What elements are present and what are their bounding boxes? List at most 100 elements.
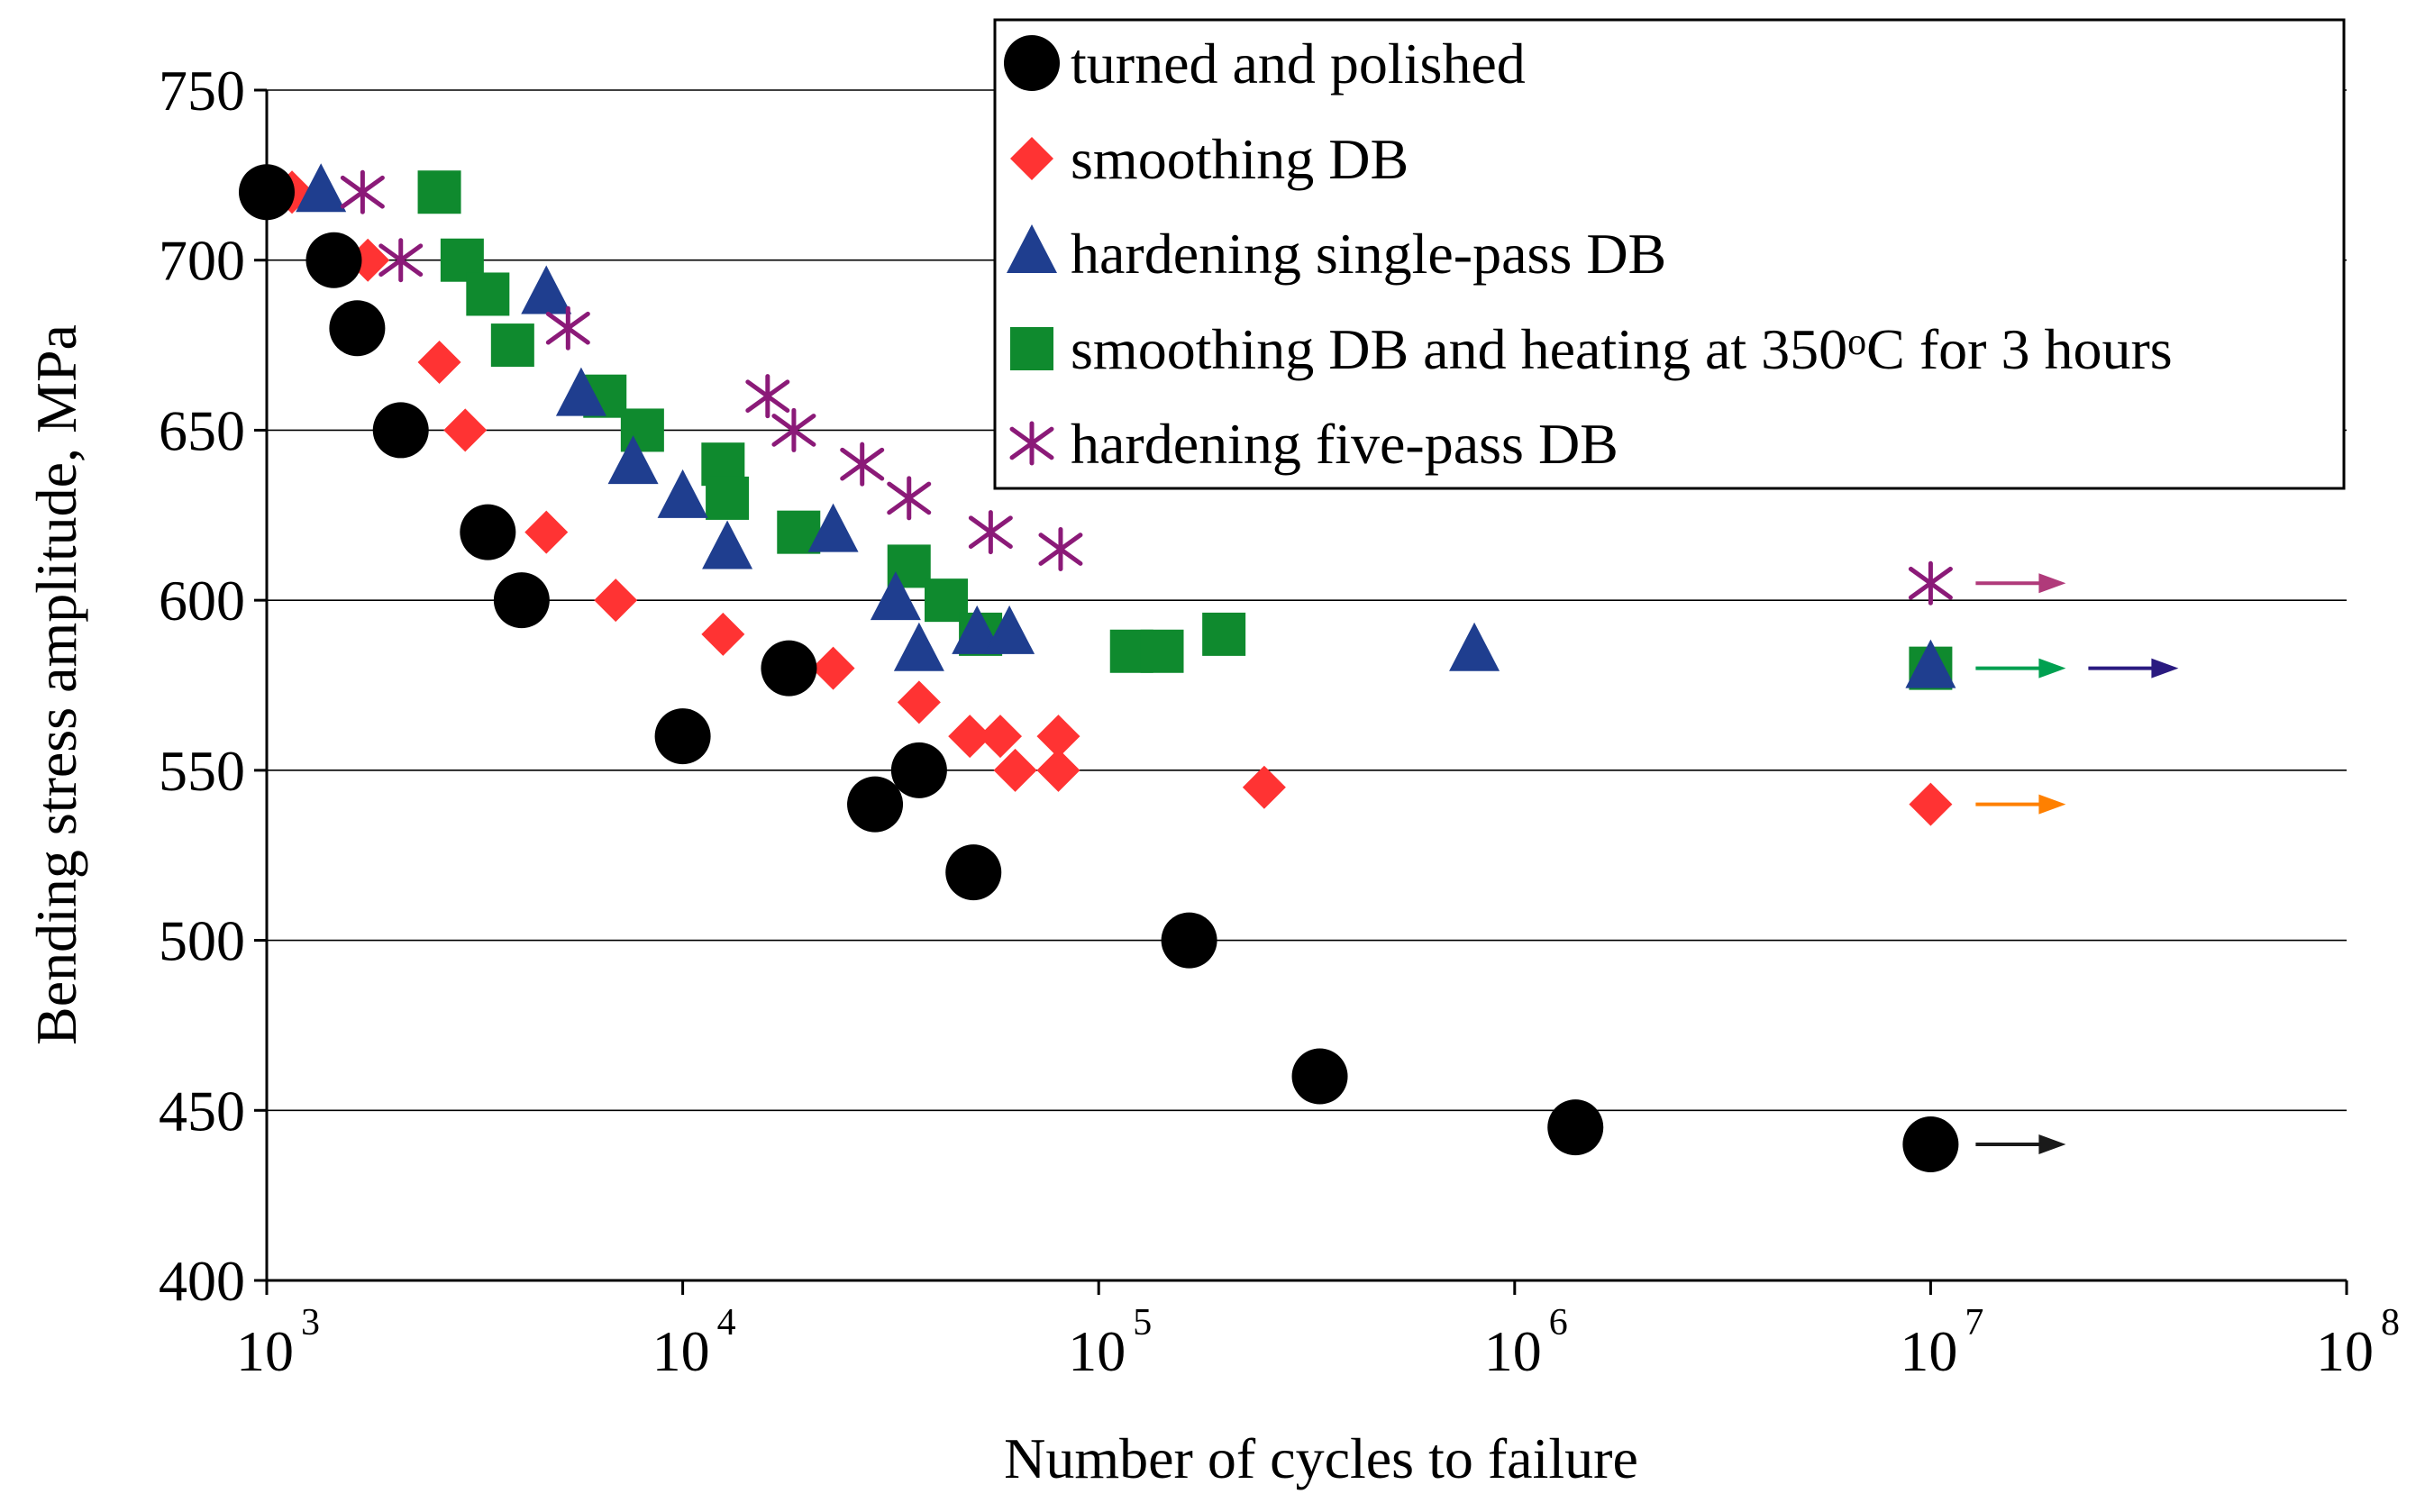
data-point-triangle — [1449, 622, 1500, 671]
data-point-star — [545, 305, 590, 351]
data-point-diamond — [1036, 748, 1080, 792]
data-point-triangle — [893, 622, 944, 671]
y-axis-title: Bending stress amplitude, MPa — [24, 324, 88, 1045]
data-point-circle — [239, 164, 295, 221]
data-point-circle — [890, 742, 947, 798]
runout-arrow — [1975, 794, 2066, 815]
data-point-star — [745, 374, 790, 419]
data-point-triangle — [952, 605, 1003, 654]
y-tick-label: 500 — [159, 909, 245, 973]
data-point-star — [771, 407, 816, 452]
arrow-head — [2151, 658, 2179, 679]
star-stroke — [840, 447, 885, 481]
y-tick-label: 700 — [159, 229, 245, 293]
legend-entry-diamond: smoothing DB — [1010, 127, 1409, 191]
data-point-circle — [1902, 1116, 1959, 1173]
legend: turned and polished smoothing DB hardening… — [993, 18, 2346, 490]
data-point-square — [620, 408, 664, 452]
x-tick-label: 10 7 — [1900, 1302, 1983, 1383]
data-point-star — [968, 510, 1013, 555]
data-point-circle — [493, 572, 550, 629]
data-point-diamond — [897, 680, 941, 724]
legend-entry-circle: turned and polished — [1004, 32, 1526, 96]
runout-arrow — [1975, 658, 2066, 679]
x-tick-exponent: 6 — [1549, 1302, 1568, 1343]
data-point-diamond — [1036, 715, 1080, 759]
y-tick-label: 400 — [159, 1249, 245, 1313]
data-point-diamond — [1909, 782, 1953, 826]
x-tick-label: 10 6 — [1484, 1302, 1568, 1383]
arrow-head — [2038, 794, 2066, 815]
y-tick-label: 750 — [159, 59, 245, 123]
x-tick-base: 10 — [1900, 1319, 1957, 1383]
x-tick-base: 10 — [652, 1319, 710, 1383]
legend-entry-triangle: hardening single-pass DB — [1007, 222, 1666, 286]
series-star — [340, 169, 1953, 606]
arrow-head — [2038, 573, 2066, 594]
data-point-circle — [761, 640, 817, 697]
data-point-diamond — [701, 612, 745, 656]
data-point-circle — [305, 232, 362, 288]
runout-arrow — [2088, 658, 2179, 679]
data-point-square — [706, 476, 750, 520]
data-point-diamond — [524, 510, 569, 554]
data-point-star — [340, 169, 385, 214]
y-tick-label: 600 — [159, 569, 245, 633]
data-point-square — [490, 323, 534, 368]
star-stroke — [545, 311, 590, 345]
data-point-diamond — [948, 715, 992, 759]
y-tick-label: 650 — [159, 398, 245, 462]
data-point-square — [417, 170, 461, 214]
legend-label: smoothing DB — [1071, 127, 1409, 191]
star-stroke — [1009, 426, 1054, 460]
data-point-square — [1202, 612, 1246, 656]
data-point-diamond — [443, 408, 488, 452]
x-tick-exponent: 4 — [717, 1302, 736, 1343]
data-point-circle — [654, 708, 711, 765]
arrow-head — [2038, 1134, 2066, 1155]
arrow-head — [2038, 658, 2066, 679]
data-point-diamond — [811, 646, 855, 690]
data-point-circle — [1291, 1048, 1348, 1105]
y-tick-label: 450 — [159, 1079, 245, 1143]
y-tick-label: 550 — [159, 739, 245, 803]
x-tick-base: 10 — [1484, 1319, 1542, 1383]
legend-marker-circle — [1004, 35, 1060, 91]
x-tick-label: 10 5 — [1068, 1302, 1152, 1383]
x-tick-label: 10 4 — [652, 1302, 736, 1383]
star-stroke — [968, 515, 1013, 549]
data-point-star — [378, 238, 424, 283]
series-triangle — [296, 163, 1956, 688]
data-point-triangle — [521, 265, 572, 314]
data-points — [239, 163, 1959, 1173]
data-point-triangle — [657, 469, 708, 518]
legend-marker-star — [1009, 421, 1054, 466]
data-point-circle — [945, 844, 1002, 901]
legend-entry-star: hardening five-pass DB — [1009, 412, 1618, 476]
runout-arrow — [1975, 573, 2066, 594]
x-tick-exponent: 7 — [1965, 1302, 1983, 1343]
x-tick-exponent: 3 — [301, 1302, 320, 1343]
series-circle — [239, 164, 1959, 1173]
legend-marker-diamond — [1010, 137, 1053, 180]
data-point-star — [840, 442, 885, 487]
data-point-triangle — [807, 503, 859, 552]
star-stroke — [745, 379, 790, 414]
data-point-triangle — [984, 605, 1035, 654]
x-tick-base: 10 — [1068, 1319, 1126, 1383]
data-point-star — [887, 476, 932, 521]
star-stroke — [771, 414, 816, 447]
legend-entry-square: smoothing DB and heating at 350oC for 3 … — [1010, 317, 2173, 381]
data-point-diamond — [594, 578, 638, 623]
star-stroke — [1038, 533, 1083, 566]
data-point-triangle — [1905, 639, 1956, 688]
data-point-star — [1038, 527, 1083, 572]
star-stroke — [887, 481, 932, 515]
data-point-triangle — [702, 520, 753, 569]
legend-box — [993, 18, 2346, 490]
legend-marker-triangle — [1007, 224, 1057, 273]
star-stroke — [340, 175, 385, 209]
data-point-diamond — [417, 340, 461, 384]
